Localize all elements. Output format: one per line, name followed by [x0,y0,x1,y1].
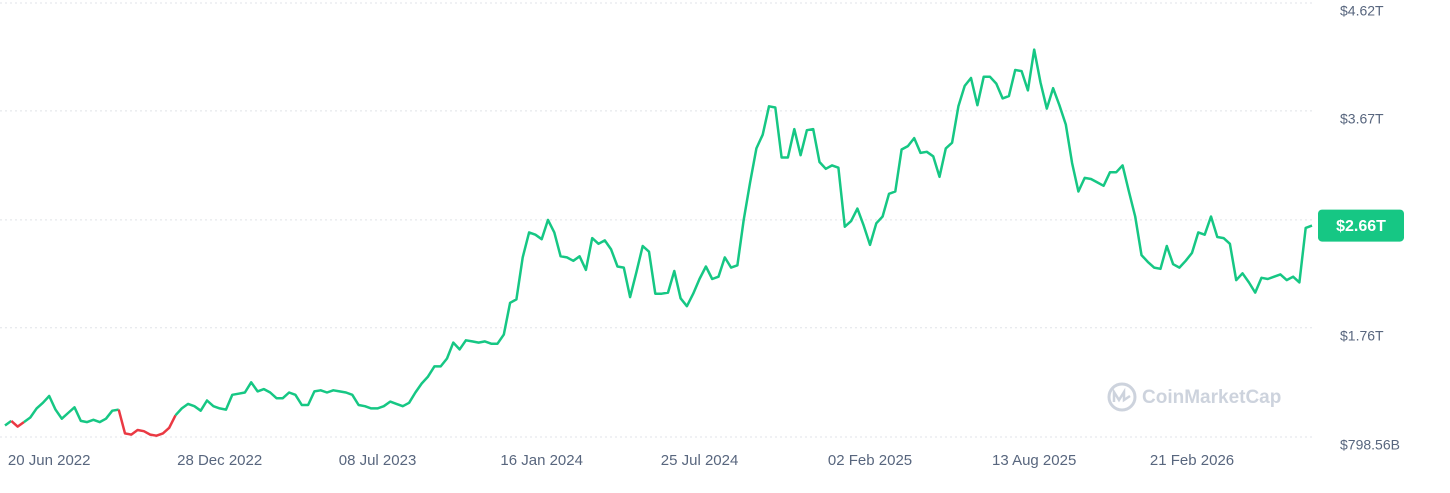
price-line [4,419,13,427]
x-tick-label: 08 Jul 2023 [339,452,417,469]
watermark: CoinMarketCap [1107,382,1281,412]
x-tick-label: 20 Jun 2022 [8,452,91,469]
x-tick-label: 02 Feb 2025 [828,452,912,469]
price-line [23,394,119,424]
x-tick-label: 13 Aug 2025 [992,452,1076,469]
x-tick-label: 21 Feb 2026 [1150,452,1234,469]
price-line [174,48,1313,417]
watermark-logo [1107,382,1137,412]
y-tick-label: $1.76T [1340,328,1384,344]
badge-bg [1318,209,1404,242]
y-tick-label: $798.56B [1340,437,1400,453]
x-tick-label: 16 Jan 2024 [500,452,583,469]
x-tick-label: 28 Dec 2022 [177,452,262,469]
price-line [117,409,177,437]
current-value-badge: $2.66T [1318,209,1404,242]
watermark-text: CoinMarketCap [1142,387,1281,408]
badge-text: $2.66T [1336,218,1386,235]
x-tick-label: 25 Jul 2024 [661,452,739,469]
price-line [10,419,25,428]
y-tick-label: $3.67T [1340,111,1384,127]
y-tick-label: $4.62T [1340,3,1384,19]
watermark-logo-mark [1112,387,1131,403]
